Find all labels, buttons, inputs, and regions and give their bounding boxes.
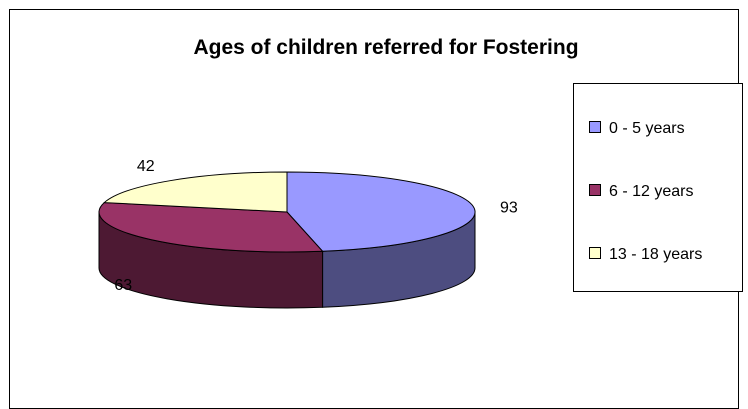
- legend-label-13-18-years: 13 - 18 years: [609, 246, 702, 263]
- data-label-13-18-years: 42: [137, 158, 155, 175]
- legend-label-6-12-years: 6 - 12 years: [609, 183, 693, 200]
- data-label-6-12-years: 63: [114, 277, 132, 294]
- pie-group: [98, 171, 476, 309]
- chart-title: Ages of children referred for Fostering: [193, 36, 578, 59]
- pie-slice-0-5-years: [286, 171, 476, 252]
- legend-box: [573, 83, 743, 292]
- legend-swatch-0-5-years: [589, 121, 601, 133]
- pie-slice-6-12-years: [98, 202, 324, 253]
- legend-label-0-5-years: 0 - 5 years: [609, 120, 685, 137]
- data-labels: 93 63 42: [114, 158, 518, 294]
- pie-slice-13-18-years: [103, 171, 288, 213]
- legend: 0 - 5 years 6 - 12 years 13 - 18 years: [573, 83, 743, 292]
- legend-swatch-13-18-years: [589, 247, 601, 259]
- data-label-0-5-years: 93: [500, 199, 518, 216]
- legend-swatch-6-12-years: [589, 184, 601, 196]
